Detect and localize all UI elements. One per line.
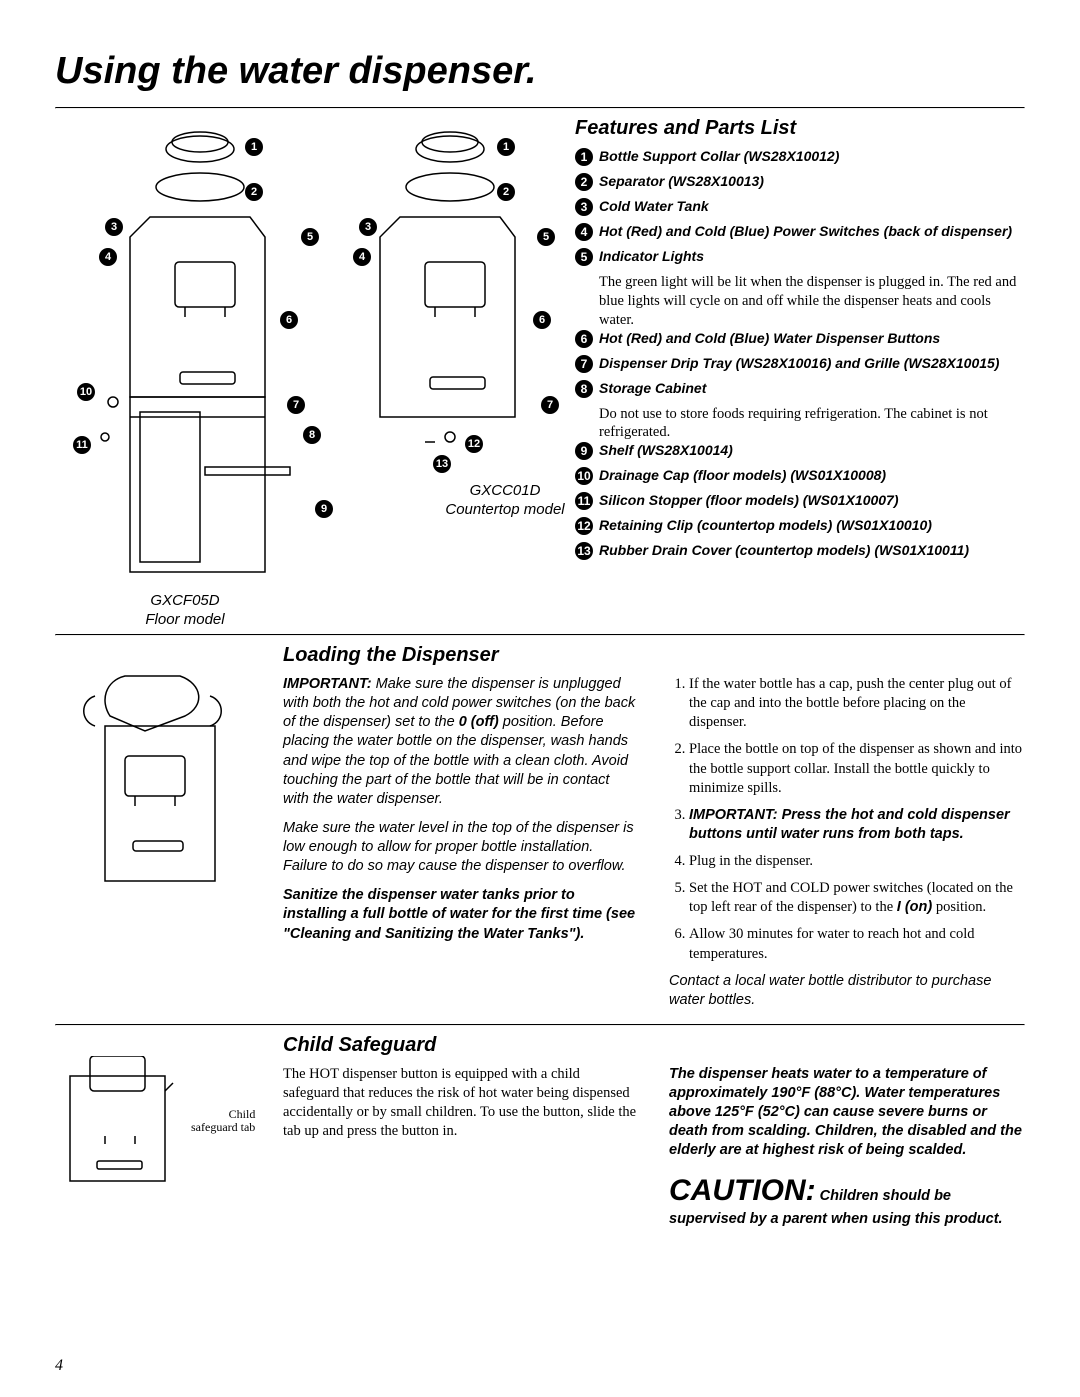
loading-heading: Loading the Dispenser (283, 644, 1025, 667)
feature-item: 1 Bottle Support Collar (WS28X10012) (575, 148, 1025, 166)
feature-label: Indicator Lights (599, 248, 704, 266)
child-block: Child safeguard tab Child Safeguard The … (55, 1026, 1025, 1239)
feature-number: 4 (575, 223, 593, 241)
feature-label: Shelf (WS28X10014) (599, 442, 733, 460)
diagram-column: 1 2 3 4 5 6 7 8 9 10 11 1 2 3 4 5 6 7 12… (55, 117, 555, 622)
feature-number: 13 (575, 542, 593, 560)
feature-number: 11 (575, 492, 593, 510)
bottles-note: Contact a local water bottle distributor… (669, 972, 1025, 1010)
step-3: IMPORTANT: Press the hot and cold dispen… (689, 806, 1025, 844)
feature-item: 11 Silicon Stopper (floor models) (WS01X1… (575, 492, 1025, 510)
feature-label: Hot (Red) and Cold (Blue) Water Dispense… (599, 330, 940, 348)
features-heading: Features and Parts List (575, 117, 1025, 140)
feature-number: 10 (575, 467, 593, 485)
feature-number: 9 (575, 442, 593, 460)
features-list: 1 Bottle Support Collar (WS28X10012) 2 Sepa… (575, 148, 1025, 560)
feature-label: Retaining Clip (countertop models) (WS01… (599, 517, 932, 535)
step-2: Place the bottle on top of the dispenser… (689, 740, 1025, 797)
child-heading: Child Safeguard (283, 1034, 1025, 1057)
feature-item: 12 Retaining Clip (countertop models) (WS… (575, 517, 1025, 535)
child-illustration (55, 1056, 185, 1186)
feature-label: Separator (WS28X10013) (599, 173, 764, 191)
page-title: Using the water dispenser. (55, 50, 1025, 93)
feature-item: 13 Rubber Drain Cover (countertop models)… (575, 542, 1025, 560)
feature-item: 2 Separator (WS28X10013) (575, 173, 1025, 191)
step-1: If the water bottle has a cap, push the … (689, 675, 1025, 732)
child-warn: The dispenser heats water to a temperatu… (669, 1065, 1025, 1161)
step-6: Allow 30 minutes for water to reach hot … (689, 925, 1025, 963)
manual-page: Using the water dispenser. (0, 0, 1080, 1397)
feature-label: Rubber Drain Cover (countertop models) (… (599, 542, 969, 560)
feature-description: Do not use to store foods requiring refr… (599, 405, 1025, 443)
caution-line: CAUTION: Children should be supervised b… (669, 1171, 1025, 1230)
feature-item: 10 Drainage Cap (floor models) (WS01X1000… (575, 467, 1025, 485)
loading-steps: If the water bottle has a cap, push the … (669, 675, 1025, 964)
feature-number: 2 (575, 173, 593, 191)
feature-label: Storage Cabinet (599, 380, 706, 398)
feature-item: 8 Storage Cabinet (575, 380, 1025, 398)
floor-model-label: GXCF05D Floor model (125, 592, 245, 630)
feature-label: Bottle Support Collar (WS28X10012) (599, 148, 839, 166)
feature-number: 1 (575, 148, 593, 166)
feature-label: Dispenser Drip Tray (WS28X10016) and Gri… (599, 355, 999, 373)
feature-number: 8 (575, 380, 593, 398)
feature-item: 7 Dispenser Drip Tray (WS28X10016) and Gr… (575, 355, 1025, 373)
safeguard-tab-label: Child safeguard tab (191, 1108, 255, 1134)
feature-item: 5 Indicator Lights (575, 248, 1025, 266)
feature-number: 3 (575, 198, 593, 216)
feature-label: Drainage Cap (floor models) (WS01X10008) (599, 467, 886, 485)
feature-item: 9 Shelf (WS28X10014) (575, 442, 1025, 460)
feature-label: Silicon Stopper (floor models) (WS01X100… (599, 492, 899, 510)
features-column: Features and Parts List 1 Bottle Support … (555, 117, 1025, 622)
feature-item: 6 Hot (Red) and Cold (Blue) Water Dispens… (575, 330, 1025, 348)
dispenser-diagram (55, 117, 555, 617)
loading-important: IMPORTANT: Make sure the dispenser is un… (283, 675, 639, 809)
feature-label: Cold Water Tank (599, 198, 709, 216)
step-4: Plug in the dispenser. (689, 852, 1025, 871)
child-illustration-col: Child safeguard tab (55, 1034, 265, 1239)
feature-number: 7 (575, 355, 593, 373)
loading-block: Loading the Dispenser IMPORTANT: Make su… (55, 636, 1025, 1020)
feature-number: 5 (575, 248, 593, 266)
loading-para2: Make sure the water level in the top of … (283, 819, 639, 876)
feature-number: 12 (575, 517, 593, 535)
child-text: Child Safeguard The HOT dispenser button… (265, 1034, 1025, 1239)
feature-item: 3 Cold Water Tank (575, 198, 1025, 216)
page-number: 4 (55, 1357, 63, 1375)
step-5: Set the HOT and COLD power switches (loc… (689, 879, 1025, 917)
top-block: 1 2 3 4 5 6 7 8 9 10 11 1 2 3 4 5 6 7 12… (55, 109, 1025, 622)
loading-text: Loading the Dispenser IMPORTANT: Make su… (265, 644, 1025, 1020)
loading-illustration (55, 644, 265, 1020)
loading-para3: Sanitize the dispenser water tanks prior… (283, 886, 639, 943)
feature-label: Hot (Red) and Cold (Blue) Power Switches… (599, 223, 1012, 241)
feature-description: The green light will be lit when the dis… (599, 273, 1025, 330)
child-para1: The HOT dispenser button is equipped wit… (283, 1065, 639, 1142)
countertop-model-label: GXCC01D Countertop model (435, 482, 575, 520)
feature-number: 6 (575, 330, 593, 348)
feature-item: 4 Hot (Red) and Cold (Blue) Power Switche… (575, 223, 1025, 241)
